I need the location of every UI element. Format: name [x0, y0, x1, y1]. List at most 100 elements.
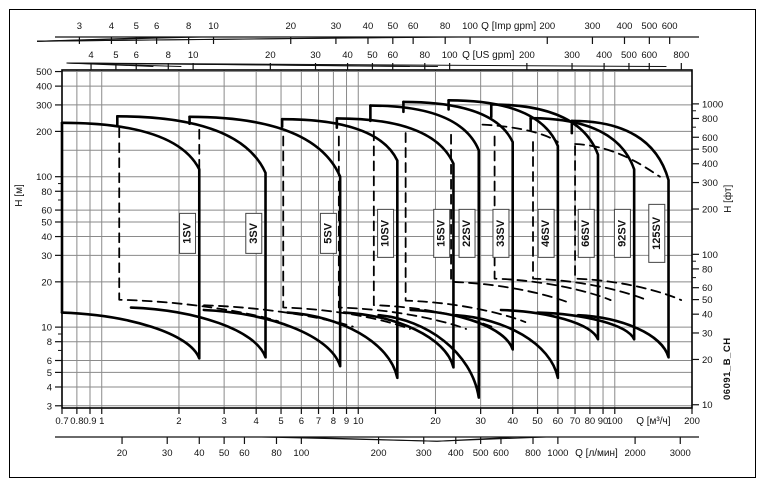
- axis-lmin-tick-label: 1000: [547, 448, 568, 459]
- axis-us-gpm-tick-label: 400: [596, 50, 612, 61]
- axis-imp-gpm-tick-label: 30: [331, 21, 342, 32]
- aux-dashed-limit-2: [574, 143, 661, 178]
- axis-h-ft-tick-label: 500: [702, 145, 718, 156]
- axis-h-m-tick-label: 8: [47, 337, 52, 348]
- axis-us-gpm-tick-label: 500: [621, 50, 637, 61]
- pump-label-box-1sv: [179, 212, 197, 254]
- axis-imp-gpm-tick-label: 5: [134, 21, 139, 32]
- pump-envelope-3sv: [116, 115, 267, 359]
- axis-us-gpm-tick-label: 600: [641, 50, 657, 61]
- axis-h-ft-tick-label: 80: [702, 264, 713, 275]
- axis-lmin-tick-label: 500: [473, 448, 489, 459]
- axis-m3h-tick-label: 0.7: [55, 416, 68, 427]
- axis-us-gpm-minor-tick: [66, 62, 667, 67]
- axis-h-m-tick-label: 100: [36, 172, 52, 183]
- axis-lmin-tick-label: 400: [448, 448, 464, 459]
- axis-imp-gpm-tick-label: 60: [408, 21, 419, 32]
- axis-m3h-tick-label: 6: [299, 416, 304, 427]
- pump-label-5sv: 5SV: [322, 222, 334, 243]
- axis-imp-gpm-tick-label: 8: [186, 21, 191, 32]
- axis-imp-gpm-unit-label: Q [Imp gpm]: [481, 21, 536, 32]
- axis-lmin-tick-label: 50: [219, 448, 230, 459]
- axis-imp-gpm-tick-label: 100: [462, 21, 478, 32]
- axis-us-gpm-tick-label: 60: [387, 50, 398, 61]
- axis-h-ft-tick-label: 200: [702, 205, 718, 216]
- pump-label-1sv: 1SV: [182, 222, 194, 243]
- axis-m3h-tick-label: 0.9: [83, 416, 96, 427]
- axis-imp-gpm-tick-label: 600: [662, 21, 678, 32]
- axis-h-m-tick-label: 40: [41, 232, 52, 243]
- pump-min-flow-dash-15sv: [337, 135, 467, 330]
- pump-min-flow-dash-92sv: [532, 141, 648, 302]
- pump-label-box-5sv: [319, 212, 337, 254]
- axis-imp-gpm-tick-label: 50: [388, 21, 399, 32]
- axis-imp-gpm-tick-label: 4: [109, 21, 114, 32]
- axis-h-m-unit-label: H [м]: [14, 184, 25, 207]
- pump-label-box-46sv: [537, 208, 555, 258]
- axis-m3h-tick-label: 70: [570, 416, 581, 427]
- axis-imp-gpm-minor-tick: [36, 36, 459, 42]
- outer-border: [9, 9, 756, 478]
- axis-h-ft-tick-label: 10: [702, 400, 713, 411]
- pump-label-10sv: 10SV: [380, 219, 392, 247]
- pump-envelope-15sv: [335, 117, 455, 369]
- axis-m3h-tick-label: 3: [221, 416, 226, 427]
- axis-lmin-tick-label: 30: [162, 448, 173, 459]
- axis-h-m-tick-label: 6: [47, 356, 52, 367]
- axis-h-m-tick-label: 50: [41, 217, 52, 228]
- pump-min-flow-dash-10sv: [282, 135, 411, 330]
- pump-label-box-125sv: [648, 203, 666, 263]
- axis-h-ft-tick-label: 60: [702, 283, 713, 294]
- axis-h-ft-tick-label: 600: [702, 133, 718, 144]
- pump-min-flow-dash-33sv: [404, 132, 527, 323]
- axis-m3h-tick-label: 20: [430, 416, 441, 427]
- axis-m3h-tick-label: 10: [353, 416, 364, 427]
- pump-label-125sv: 125SV: [651, 216, 663, 250]
- axis-us-gpm-tick-label: 80: [419, 50, 430, 61]
- axis-m3h-unit-label: Q [м³/ч]: [636, 416, 671, 427]
- pump-min-flow-dash-66sv: [493, 135, 612, 302]
- pump-label-box-33sv: [492, 208, 510, 258]
- axis-imp-gpm-tick-label: 300: [585, 21, 601, 32]
- axis-h-ft-tick-label: 100: [702, 250, 718, 261]
- axis-m3h-tick-label: 50: [532, 416, 543, 427]
- axis-us-gpm-tick-label: 100: [442, 50, 458, 61]
- pump-label-box-10sv: [377, 208, 395, 258]
- axis-lmin-tick-label: 600: [493, 448, 509, 459]
- axis-h-ft-tick-label: 300: [702, 178, 718, 189]
- axis-us-gpm-tick-label: 800: [673, 50, 689, 61]
- axis-h-m-tick-label: 500: [36, 67, 52, 78]
- axis-imp-gpm-tick-label: 400: [617, 21, 633, 32]
- axis-m3h-tick-label: 2: [176, 416, 181, 427]
- axis-m3h-tick-label: 60: [553, 416, 564, 427]
- axis-lmin-tick-label: 3000: [670, 448, 691, 459]
- axis-m3h-tick-label: 0.8: [70, 416, 83, 427]
- axis-h-ft-tick-label: 400: [702, 159, 718, 170]
- pump-label-3sv: 3SV: [248, 222, 260, 243]
- axis-h-ft-tick-label: 20: [702, 355, 713, 366]
- axis-us-gpm-tick-label: 8: [166, 50, 171, 61]
- pump-envelope-22sv: [369, 104, 481, 399]
- pump-label-box-66sv: [577, 208, 595, 258]
- pump-envelope-66sv: [489, 103, 600, 341]
- axis-us-gpm-tick-label: 20: [265, 50, 276, 61]
- axis-m3h-tick-label: 80: [585, 416, 596, 427]
- axis-us-gpm-tick-label: 300: [564, 50, 580, 61]
- pump-min-flow-dash-46sv: [450, 133, 572, 305]
- pump-label-46sv: 46SV: [540, 219, 552, 247]
- axis-h-ft-tick-label: 30: [702, 328, 713, 339]
- pump-label-66sv: 66SV: [580, 219, 592, 247]
- axis-imp-gpm-tick-label: 40: [363, 21, 374, 32]
- aux-dashed-limit-1: [481, 123, 559, 143]
- axis-h-m-tick-label: 30: [41, 251, 52, 262]
- pump-label-33sv: 33SV: [495, 219, 507, 247]
- axis-lmin-tick-label: 60: [239, 448, 250, 459]
- axis-h-m-tick-label: 300: [36, 100, 52, 111]
- axis-lmin-tick-label: 20: [117, 448, 128, 459]
- axis-h-m-tick-label: 5: [47, 368, 52, 379]
- axis-lmin-unit-label: Q [л/мин]: [575, 448, 618, 459]
- axis-lmin-tick-label: 300: [416, 448, 432, 459]
- axis-m3h-tick-label: 8: [331, 416, 336, 427]
- axis-imp-gpm-tick-label: 500: [641, 21, 657, 32]
